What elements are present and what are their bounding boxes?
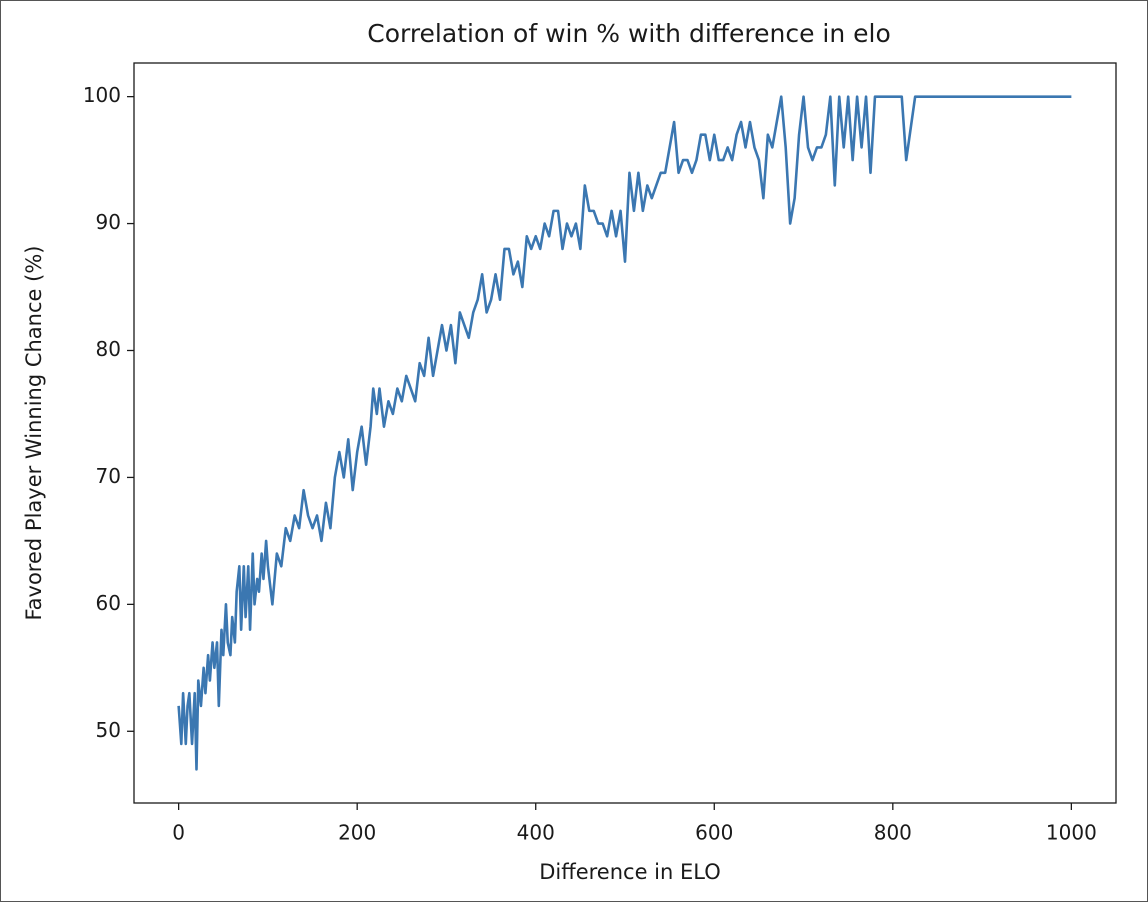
x-tick-label: 800 [874, 821, 912, 845]
x-tick-label: 200 [338, 821, 376, 845]
axes-frame [133, 62, 1117, 804]
x-tick-label: 1000 [1046, 821, 1097, 845]
y-tick-label: 90 [96, 210, 121, 234]
x-axis-label: Difference in ELO [539, 860, 721, 884]
y-tick-label: 100 [83, 83, 121, 107]
x-tick-label: 400 [517, 821, 555, 845]
y-axis-label: Favored Player Winning Chance (%) [22, 246, 46, 621]
x-tick-label: 0 [172, 821, 185, 845]
chart-title: Correlation of win % with difference in … [367, 19, 891, 48]
y-tick-label: 60 [96, 591, 121, 615]
data-line [177, 95, 1072, 771]
y-tick-label: 70 [96, 464, 121, 488]
y-tick-label: 50 [96, 718, 121, 742]
y-tick-label: 80 [96, 337, 121, 361]
x-tick-label: 600 [695, 821, 733, 845]
